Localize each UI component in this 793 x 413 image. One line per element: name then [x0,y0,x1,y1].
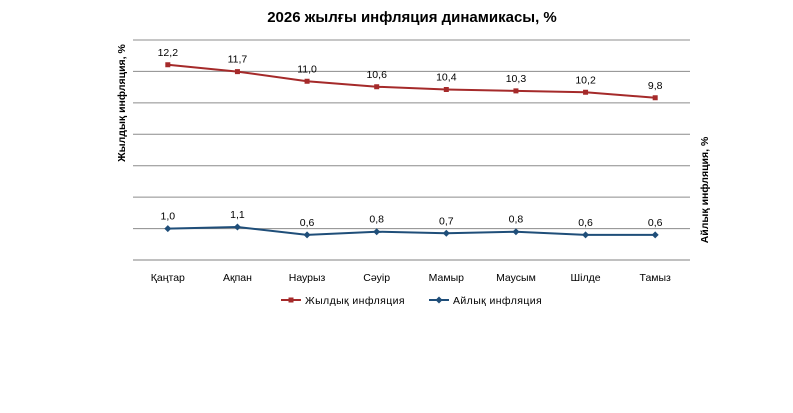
chart-title: 2026 жылғы инфляция динамикасы, % [267,9,557,26]
data-label: 0,8 [509,214,524,226]
x-tick-label: Сәуір [363,272,390,284]
legend-label: Айлық инфляция [453,295,542,307]
x-tick-label: Наурыз [289,272,326,284]
data-point [164,225,172,233]
data-label: 1,1 [230,209,245,221]
legend-marker [288,297,294,303]
x-tick-label: Мамыр [429,272,464,284]
data-label: 0,6 [300,217,315,229]
data-point [373,228,381,236]
data-point [304,78,310,84]
data-label: 11,0 [297,63,317,75]
data-label: 11,7 [228,54,248,66]
x-axis-tick-labels: Қаңтар Ақпан Наурыз Сәуір Мамыр Маусым Шілде Та… [151,272,671,284]
y-axis-title: Жылдық инфляция, % [116,44,128,163]
data-label: 10,4 [436,72,457,84]
data-label: 10,3 [506,73,527,85]
series-annual: 12,2 11,7 11,0 10,6 10,4 10,3 10,2 9,8 [158,47,663,101]
series-line [167,63,656,99]
data-point [582,231,590,239]
data-point [234,69,240,75]
series-monthly: 1,0 1,1 0,6 0,8 0,7 0,8 0,6 0,6 [161,209,663,239]
data-point [443,87,449,92]
data-label: 10,2 [575,74,596,86]
data-point [442,229,450,237]
data-label: 1,0 [161,211,176,223]
legend: Жылдық инфляция Айлық инфляция [281,295,542,307]
data-label: 0,6 [578,217,593,229]
data-point [303,231,311,239]
series-line [167,225,656,236]
data-point [374,84,380,90]
y2-axis-title: Айлық инфляция, % [699,136,711,243]
x-tick-label: Шілде [571,272,601,284]
data-label: 9,8 [648,80,663,92]
x-tick-label: Маусым [496,272,536,284]
data-label: 0,6 [648,217,663,229]
data-point [513,88,519,94]
data-label: 10,6 [366,69,387,81]
x-tick-label: Ақпан [223,272,252,284]
data-label: 0,8 [369,214,384,226]
data-point [165,62,171,68]
data-point [583,89,589,95]
data-label: 0,7 [439,215,454,227]
data-point [233,223,241,231]
legend-marker [435,296,443,304]
data-point [651,231,659,239]
legend-item-annual: Жылдық инфляция [281,295,405,307]
data-point [512,228,520,236]
data-point [652,95,658,101]
data-label: 12,2 [158,47,179,59]
legend-label: Жылдық инфляция [305,295,405,307]
legend-item-monthly: Айлық инфляция [429,295,542,307]
x-tick-label: Тамыз [640,272,672,284]
series-layer: 12,2 11,7 11,0 10,6 10,4 10,3 10,2 9,8 1,0 1,1 0,6… [158,47,663,239]
x-tick-label: Қаңтар [151,272,185,284]
